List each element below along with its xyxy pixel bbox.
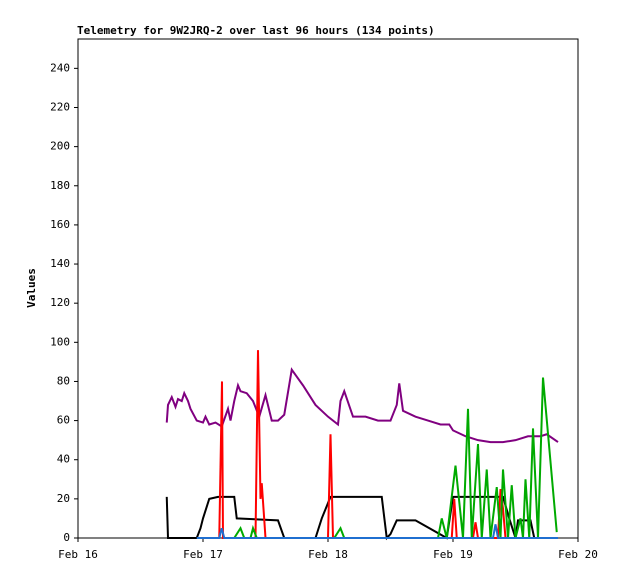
plot-frame <box>77 38 579 539</box>
x-tick-label: Feb 16 <box>58 548 98 561</box>
series-line <box>218 350 507 539</box>
series-line <box>196 524 558 539</box>
y-tick-label: 20 <box>57 492 70 505</box>
x-tick-label: Feb 18 <box>308 548 348 561</box>
y-tick-label: 160 <box>50 218 70 231</box>
x-tick-label: Feb 20 <box>558 548 598 561</box>
x-tick-label: Feb 17 <box>183 548 223 561</box>
y-tick-label: 80 <box>57 374 70 387</box>
y-tick-label: 0 <box>63 531 70 544</box>
y-tick-label: 140 <box>50 257 70 270</box>
chart-title: Telemetry for 9W2JRQ-2 over last 96 hour… <box>77 24 435 37</box>
y-tick-label: 40 <box>57 453 70 466</box>
y-tick-label: 220 <box>50 100 70 113</box>
y-axis-label: Values <box>25 268 38 308</box>
y-tick-label: 60 <box>57 414 70 427</box>
series-line <box>165 495 558 541</box>
y-tick-label: 120 <box>50 296 70 309</box>
y-tick-label: 240 <box>50 61 70 74</box>
y-tick-label: 200 <box>50 140 70 153</box>
x-tick-label: Feb 19 <box>433 548 473 561</box>
series-line <box>165 367 559 444</box>
y-tick-label: 180 <box>50 179 70 192</box>
y-tick-label: 100 <box>50 335 70 348</box>
